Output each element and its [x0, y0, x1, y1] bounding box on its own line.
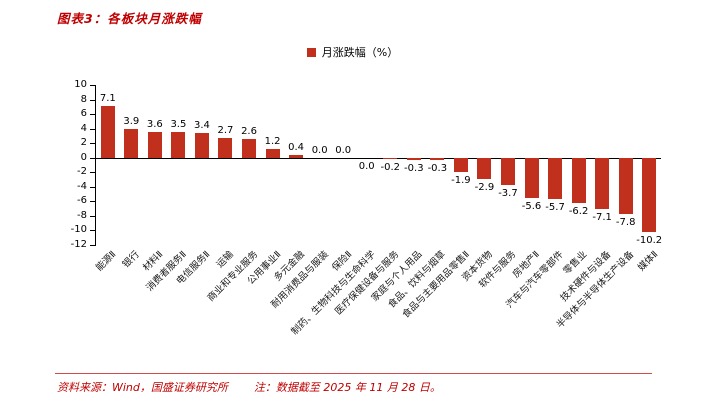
plot-area: 10 8 6 4 2 0 -2 -4 -6 -8 -10 -12 7.1 能源Ⅱ 3.9 银行 3.6 材料Ⅱ 3.… [71, 79, 663, 337]
bar-value-label: -0.2 [380, 162, 401, 174]
bar [194, 133, 209, 158]
y-axis-tick-label: -6 [77, 195, 87, 207]
y-axis-tick [90, 172, 96, 174]
bar-value-label: -7.1 [592, 212, 612, 224]
bar-value-label: 3.9 [123, 116, 140, 128]
legend-swatch-icon [306, 47, 316, 57]
y-axis-tick [90, 215, 96, 217]
bar [265, 149, 280, 158]
bar [218, 138, 233, 158]
bar-value-label: 2.7 [217, 125, 234, 137]
y-axis-tick [90, 186, 96, 188]
bar-value-label: -7.8 [615, 217, 636, 229]
source-note: 资料来源：Wind，国盛证券研究所 [57, 381, 228, 394]
category-axis-label: 媒体Ⅱ [635, 249, 661, 274]
y-axis-tick-label: -4 [77, 180, 87, 192]
bar [406, 157, 421, 160]
footer: 资料来源：Wind，国盛证券研究所 注：数据截至 2025 年 11 月 28 … [57, 379, 441, 395]
bar [642, 157, 657, 232]
bar [124, 129, 139, 158]
y-axis-tick-label: 6 [80, 108, 87, 120]
bar-value-label: 0.0 [358, 160, 375, 172]
bar-value-label: 0.0 [335, 144, 352, 156]
y-axis-tick-label: -2 [77, 166, 87, 178]
y-axis-tick [90, 245, 96, 246]
bar [500, 157, 515, 185]
bar-value-label: -5.7 [545, 202, 565, 214]
y-axis-tick-label: 4 [80, 122, 87, 134]
y-axis-tick-label: 2 [80, 137, 87, 149]
chart-title: 图表3：各板块月涨跌幅 [57, 11, 202, 26]
legend-label: 月涨跌幅（%） [321, 46, 399, 59]
bar-value-label: 1.2 [264, 136, 281, 147]
bar [100, 106, 115, 158]
bar-value-label: -6.2 [568, 205, 589, 217]
bar-value-label: -1.9 [451, 174, 471, 186]
bar [477, 157, 492, 179]
y-axis-tick-label: -10 [70, 224, 87, 236]
bar [289, 154, 304, 158]
y-axis-tick-label: 0 [80, 151, 87, 163]
y-axis-tick [90, 99, 96, 101]
bar [618, 157, 633, 215]
y-axis-tick [90, 85, 96, 86]
bar [548, 157, 563, 200]
bar-value-label: 7.1 [99, 93, 116, 105]
bar-value-label: -0.3 [404, 162, 424, 174]
bar-value-label: -10.2 [636, 234, 663, 246]
data-cutoff-note: 注：数据截至 2025 年 11 月 28 日。 [253, 381, 441, 394]
y-axis-tick-label: 10 [74, 79, 87, 90]
x-axis-zero-line [96, 157, 661, 159]
bar-value-label: 0.4 [288, 141, 305, 153]
bar-value-label: -0.3 [427, 162, 448, 174]
bar-value-label: 3.5 [170, 119, 187, 131]
bar [147, 131, 162, 158]
bar-value-label: -2.9 [474, 181, 495, 193]
y-axis-tick [90, 157, 96, 159]
y-axis-tick [90, 201, 96, 203]
y-axis-tick-label: -8 [77, 209, 87, 221]
bar-value-label: 3.6 [146, 118, 163, 130]
category-axis-label: 能源Ⅱ [94, 249, 119, 274]
bar [383, 157, 398, 160]
bar [242, 138, 257, 158]
bar-value-label: 0.0 [311, 144, 328, 156]
category-axis-label: 银行 [120, 249, 143, 271]
y-axis-tick-label: -12 [70, 239, 87, 250]
y-axis-tick [90, 114, 96, 116]
y-axis-tick [90, 143, 96, 145]
legend: 月涨跌幅（%） [0, 44, 705, 60]
bar-value-label: 2.6 [241, 125, 257, 137]
bar-value-label: 3.4 [193, 120, 210, 131]
y-axis-tick [90, 230, 96, 232]
footer-divider [55, 373, 652, 374]
bar [524, 157, 539, 199]
bar [430, 157, 445, 160]
y-axis-tick [90, 128, 96, 130]
bar-value-label: -3.7 [498, 187, 518, 199]
bar [171, 132, 186, 158]
bar [595, 157, 610, 210]
bar-value-label: -5.6 [521, 201, 542, 213]
bar [453, 157, 468, 172]
y-axis-tick-label: 8 [80, 93, 87, 105]
bar [571, 157, 586, 203]
